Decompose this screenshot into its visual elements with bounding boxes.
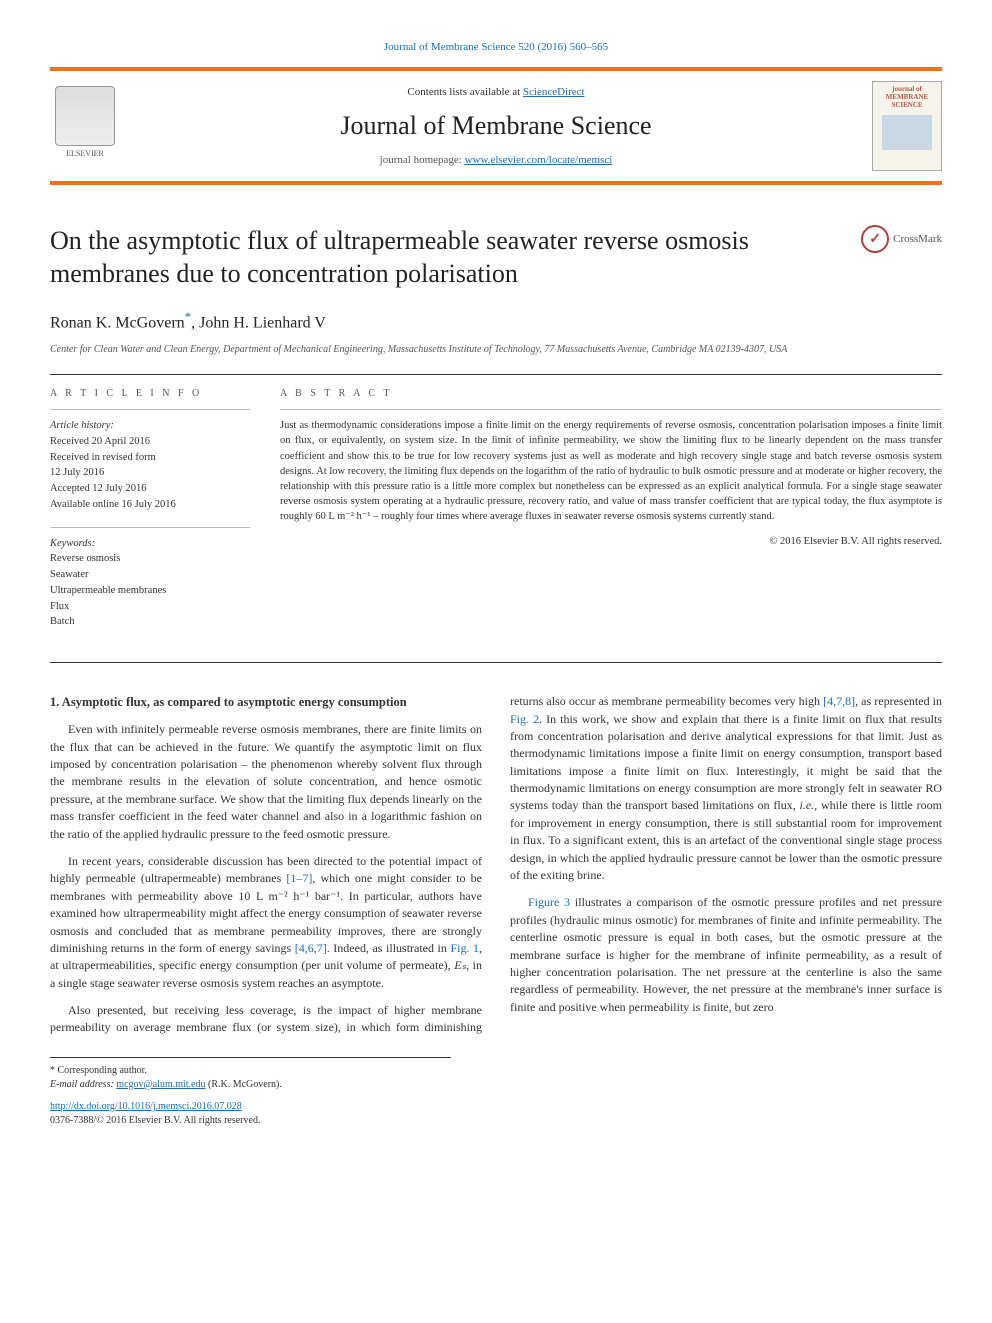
corresponding-footer: * Corresponding author. E-mail address: … xyxy=(50,1057,451,1092)
abstract-block: A B S T R A C T Just as thermodynamic co… xyxy=(280,387,942,644)
corr-label: * Corresponding author. xyxy=(50,1065,147,1076)
keyword: Flux xyxy=(50,601,69,612)
homepage-line: journal homepage: www.elsevier.com/locat… xyxy=(140,153,852,168)
article-title: On the asymptotic flux of ultrapermeable… xyxy=(50,225,841,290)
section-heading: 1. Asymptotic flux, as compared to asymp… xyxy=(50,693,482,711)
body-para: Even with infinitely permeable reverse o… xyxy=(50,721,482,843)
elsevier-tree-icon xyxy=(55,86,115,146)
cover-title: journal of MEMBRANE SCIENCE xyxy=(875,86,939,109)
online-date: Available online 16 July 2016 xyxy=(50,499,176,510)
article-body: 1. Asymptotic flux, as compared to asymp… xyxy=(50,693,942,1037)
abstract-text: Just as thermodynamic considerations imp… xyxy=(280,418,942,525)
doi-link[interactable]: http://dx.doi.org/10.1016/j.memsci.2016.… xyxy=(50,1101,242,1112)
elsevier-logo: ELSEVIER xyxy=(50,86,120,166)
figure-link[interactable]: Fig. 1 xyxy=(450,941,479,955)
contents-line: Contents lists available at ScienceDirec… xyxy=(140,85,852,100)
figure-link[interactable]: Figure 3 xyxy=(528,895,570,909)
divider xyxy=(50,662,942,663)
elsevier-label: ELSEVIER xyxy=(66,148,104,159)
accepted-date: Accepted 12 July 2016 xyxy=(50,483,147,494)
doi-block: http://dx.doi.org/10.1016/j.memsci.2016.… xyxy=(50,1100,942,1128)
keywords-label: Keywords: xyxy=(50,538,95,549)
para-text: illustrates a comparison of the osmotic … xyxy=(510,895,942,1013)
keywords-block: Keywords: Reverse osmosis Seawater Ultra… xyxy=(50,536,250,631)
authors-line: Ronan K. McGovern*, John H. Lienhard V xyxy=(50,308,942,335)
journal-cover-thumb: journal of MEMBRANE SCIENCE xyxy=(872,81,942,171)
reference-link[interactable]: [1–7] xyxy=(286,871,312,885)
crossmark-icon: ✓ xyxy=(861,225,889,253)
body-para: Figure 3 illustrates a comparison of the… xyxy=(510,894,942,1016)
received-date: Received 20 April 2016 xyxy=(50,436,150,447)
email-label: E-mail address: xyxy=(50,1079,116,1090)
affiliation: Center for Clean Water and Clean Energy,… xyxy=(50,343,942,356)
para-text: . Indeed, as illustrated in xyxy=(327,941,451,955)
abstract-header: A B S T R A C T xyxy=(280,387,942,401)
homepage-prefix: journal homepage: xyxy=(380,154,465,166)
article-history: Article history: Received 20 April 2016 … xyxy=(50,418,250,513)
email-suffix: (R.K. McGovern). xyxy=(206,1079,282,1090)
reference-link[interactable]: [4,7,8] xyxy=(823,694,855,708)
revised-label: Received in revised form xyxy=(50,452,156,463)
history-label: Article history: xyxy=(50,420,114,431)
figure-link[interactable]: Fig. 2 xyxy=(510,712,539,726)
para-text: osmosis system reaches an asymptote. xyxy=(200,976,384,990)
homepage-link[interactable]: www.elsevier.com/locate/memsci xyxy=(465,154,613,166)
contents-prefix: Contents lists available at xyxy=(407,86,522,98)
keyword: Batch xyxy=(50,616,75,627)
revised-date: 12 July 2016 xyxy=(50,467,104,478)
cover-image-icon xyxy=(882,115,932,150)
reference-link[interactable]: [4,6,7] xyxy=(295,941,327,955)
issn-line: 0376-7388/© 2016 Elsevier B.V. All right… xyxy=(50,1115,260,1126)
journal-name: Journal of Membrane Science xyxy=(140,108,852,144)
article-info-header: A R T I C L E I N F O xyxy=(50,387,250,401)
keyword: Reverse osmosis xyxy=(50,553,120,564)
variable-symbol: Eₛ xyxy=(454,958,466,972)
author-1: Ronan K. McGovern xyxy=(50,315,185,332)
journal-citation[interactable]: Journal of Membrane Science 520 (2016) 5… xyxy=(50,40,942,55)
divider-light xyxy=(280,409,942,410)
crossmark-badge[interactable]: ✓ CrossMark xyxy=(861,225,942,253)
divider-light xyxy=(50,527,250,528)
body-para: In recent years, considerable discussion… xyxy=(50,853,482,992)
italic-abbr: i.e. xyxy=(800,798,815,812)
article-info-sidebar: A R T I C L E I N F O Article history: R… xyxy=(50,387,250,644)
crossmark-label: CrossMark xyxy=(893,232,942,247)
divider-light xyxy=(50,409,250,410)
divider xyxy=(50,374,942,375)
journal-header: ELSEVIER Contents lists available at Sci… xyxy=(50,67,942,185)
keyword: Ultrapermeable membranes xyxy=(50,585,166,596)
keyword: Seawater xyxy=(50,569,88,580)
abstract-copyright: © 2016 Elsevier B.V. All rights reserved… xyxy=(280,535,942,550)
para-text: , as represented in xyxy=(855,694,942,708)
author-2: , John H. Lienhard V xyxy=(191,315,326,332)
sciencedirect-link[interactable]: ScienceDirect xyxy=(523,86,585,98)
email-link[interactable]: mcgov@alum.mit.edu xyxy=(116,1079,205,1090)
